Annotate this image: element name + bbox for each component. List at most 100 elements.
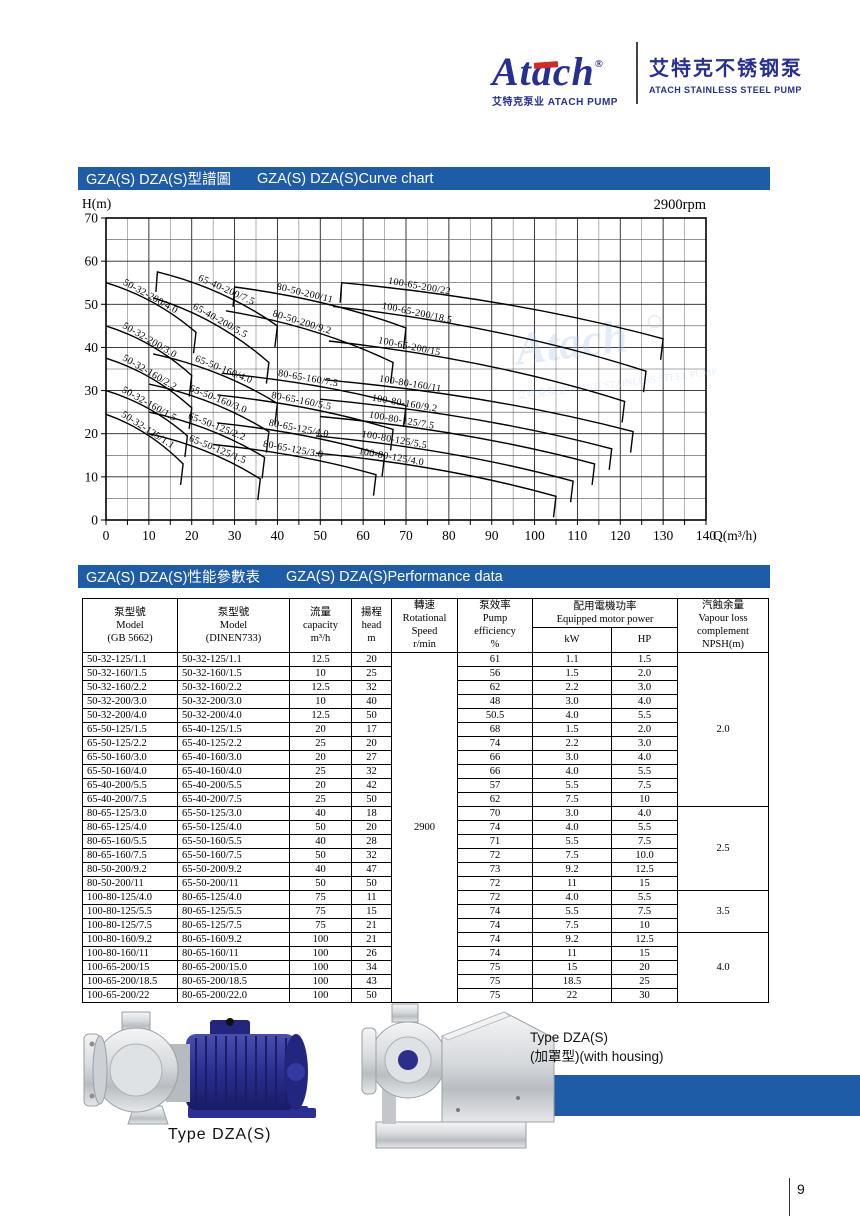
cell-capacity: 12.5 [289,651,352,667]
cell-model-gb: 65-50-125/2.2 [82,735,178,751]
cell-model-din: 65-40-160/3.0 [177,749,290,765]
cell-hp: 25 [611,973,678,989]
cell-efficiency: 74 [457,931,533,947]
cell-npsh: 4.0 [677,931,769,1003]
cell-model-gb: 80-50-200/9.2 [82,861,178,877]
cell-head: 11 [351,889,392,905]
table-row: 100-80-125/4.0 80-65-125/4.0 75 11 72 4.0 5.5 3… [82,889,769,933]
cell-model-gb: 80-65-160/7.5 [82,847,178,863]
cell-head: 17 [351,721,392,737]
cell-efficiency: 72 [457,889,533,905]
cell-kw: 4.0 [532,707,612,723]
brand-tagline-en: ATACH STAINLESS STEEL PUMP [649,85,802,95]
table-row: 80-50-200/11 65-50-200/11 50 50 72 11 15 [82,875,769,891]
cell-model-din: 80-65-200/18.5 [177,973,290,989]
brand-tagline-cn: 艾特克不锈钢泵 [649,58,803,80]
cell-efficiency: 75 [457,973,533,989]
cell-head: 50 [351,987,392,1003]
table-row: 65-50-125/2.2 65-40-125/2.2 25 20 74 2.2 3.0 [82,735,769,751]
cell-efficiency: 61 [457,651,533,667]
pump-curve [315,435,574,503]
y-tick-label: 10 [85,469,99,484]
curve-label: 100-65-200/15 [377,335,441,358]
cell-kw: 3.0 [532,693,612,709]
table-row: 100-65-200/22 80-65-200/22.0 100 50 75 22 30 [82,987,769,1003]
cell-head: 50 [351,791,392,807]
cell-model-gb: 80-65-160/5.5 [82,833,178,849]
section2-title-en: GZA(S) DZA(S)Performance data [286,568,503,585]
cell-hp: 7.5 [611,833,678,849]
svg-text:Atach: Atach [509,310,630,375]
pump-curve [339,281,664,360]
cell-hp: 4.0 [611,749,678,765]
table-row: 50-32-160/1.5 50-32-160/1.5 10 25 56 1.5 2.0 [82,665,769,681]
x-tick-label: 70 [399,528,413,543]
cell-capacity: 20 [289,749,352,765]
x-tick-label: 80 [442,528,456,543]
cell-hp: 7.5 [611,777,678,793]
cell-head: 21 [351,917,392,933]
brand-subtitle: 艾特克泵业 ATACH PUMP [492,97,618,108]
y-tick-label: 60 [85,254,99,269]
pump-curve [217,394,394,451]
cell-capacity: 50 [289,819,352,835]
brand-wordmark: Atach® [492,46,618,92]
cell-model-din: 65-40-200/5.5 [177,777,290,793]
section-header-performance-data: GZA(S) DZA(S)性能參數表 GZA(S) DZA(S)Performa… [78,565,770,588]
cell-model-din: 80-65-200/15.0 [177,959,290,975]
cell-model-din: 50-32-200/4.0 [177,707,290,723]
col-npsh: 汽蝕余量 Vapour loss complement NPSH(m) [677,598,769,653]
pump-curve [225,310,394,384]
cell-hp: 3.0 [611,679,678,695]
motor-blue [186,1018,316,1118]
cell-capacity: 100 [289,959,352,975]
cell-model-din: 65-50-160/5.5 [177,833,290,849]
curve-label: 80-65-160/5.5 [270,390,332,413]
cell-kw: 9.2 [532,931,612,947]
cell-kw: 5.5 [532,903,612,919]
cell-capacity: 12.5 [289,707,352,723]
cell-model-din: 80-65-200/22.0 [177,987,290,1003]
cell-model-gb: 50-32-160/1.5 [82,665,178,681]
cell-model-din: 65-50-200/11 [177,875,290,891]
cell-hp: 4.0 [611,693,678,709]
pump-curve [320,398,613,470]
cell-capacity: 75 [289,917,352,933]
cell-npsh: 3.5 [677,889,769,933]
cell-kw: 18.5 [532,973,612,989]
pump-curve [105,389,189,457]
curve-label: 100-80-125/7.5 [368,410,435,432]
cell-model-gb: 80-50-200/11 [82,875,178,891]
cell-model-gb: 65-50-160/4.0 [82,763,178,779]
table-row: 65-40-200/5.5 65-40-200/5.5 20 42 57 5.5 7.5 [82,777,769,793]
cell-model-din: 65-50-160/7.5 [177,847,290,863]
section1-title-en: GZA(S) DZA(S)Curve chart [257,170,434,187]
cell-head: 25 [351,665,392,681]
cell-capacity: 100 [289,931,352,947]
cell-model-gb: 50-32-200/3.0 [82,693,178,709]
cell-model-gb: 80-65-125/4.0 [82,819,178,835]
cell-capacity: 100 [289,945,352,961]
cell-hp: 12.5 [611,861,678,877]
cell-kw: 1.5 [532,721,612,737]
cell-kw: 3.0 [532,749,612,765]
cell-model-din: 65-50-125/3.0 [177,805,290,821]
cell-efficiency: 72 [457,875,533,891]
right-figure-caption-line2: (加罩型)(with housing) [530,1049,664,1064]
left-figure-caption: Type DZA(S) [168,1126,272,1143]
right-figure-caption-line1: Type DZA(S) [530,1030,609,1045]
y-tick-label: 30 [85,383,99,398]
cell-capacity: 10 [289,665,352,681]
col-model-gb: 泵型號 Model (GB 5662) [82,598,178,653]
cell-head: 42 [351,777,392,793]
cell-capacity: 10 [289,693,352,709]
pump-photo-dza [83,1011,316,1125]
cell-capacity: 20 [289,721,352,737]
cell-efficiency: 74 [457,735,533,751]
pump-curve [315,452,557,518]
cell-kw: 11 [532,875,612,891]
table-row: 50-32-160/2.2 50-32-160/2.2 12.5 32 62 2.2 3.0 [82,679,769,695]
cell-hp: 2.0 [611,665,678,681]
cell-efficiency: 66 [457,763,533,779]
